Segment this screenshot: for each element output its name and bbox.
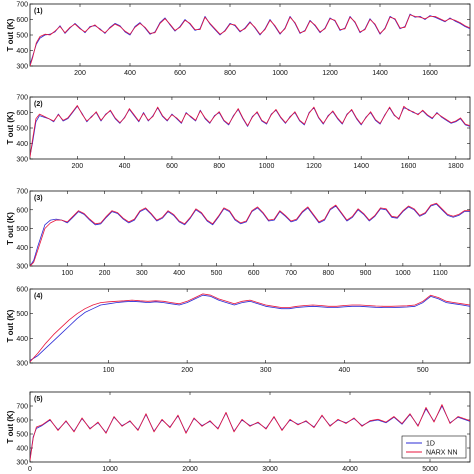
y-tick-label: 300 [16, 157, 28, 164]
x-tick-label: 1400 [372, 70, 388, 77]
x-tick-label: 1200 [322, 70, 338, 77]
x-tick-label: 200 [71, 163, 83, 170]
y-axis-label: T out (K) [6, 212, 15, 245]
y-tick-label: 700 [16, 404, 28, 411]
y-axis-label: T out (K) [6, 18, 15, 51]
x-tick-label: 900 [360, 270, 372, 277]
series-line-narx-nn [30, 202, 470, 266]
series-line-1d [30, 294, 470, 361]
x-tick-label: 200 [99, 270, 111, 277]
x-tick-label: 1000 [272, 70, 288, 77]
series-line-narx-nn [30, 293, 470, 363]
x-tick-label: 200 [181, 367, 193, 374]
y-tick-label: 500 [16, 33, 28, 40]
chart-panel-2: 300 400 500 600 700 200 400 600 800 1000 1200 1400 1… [6, 95, 471, 170]
y-tick-label: 500 [16, 432, 28, 439]
x-tick-label: 1000 [395, 270, 411, 277]
y-tick-label: 600 [16, 17, 28, 24]
plot-area [29, 3, 471, 67]
y-tick-label: 400 [16, 141, 28, 148]
x-tick-label: 1000 [259, 163, 275, 170]
x-tick-label: 3000 [262, 466, 278, 473]
x-tick-label: 800 [224, 70, 236, 77]
legend: 1D NARX NN [401, 435, 467, 459]
y-tick-label: 500 [16, 126, 28, 133]
x-tick-label: 1000 [102, 466, 118, 473]
x-tick-label: 0 [28, 466, 32, 473]
y-tick-label: 600 [16, 110, 28, 117]
y-tick-label: 600 [16, 418, 28, 425]
y-tick-label: 400 [16, 336, 28, 343]
series-line-1d [30, 203, 470, 266]
plot-area [29, 391, 471, 463]
x-tick-label: 300 [136, 270, 148, 277]
x-tick-label: 400 [119, 163, 131, 170]
y-tick-label: 400 [16, 245, 28, 252]
panel-label: (2) [34, 101, 43, 108]
x-tick-label: 200 [74, 70, 86, 77]
series-line-narx-nn [30, 404, 470, 461]
y-tick-label: 500 [16, 226, 28, 233]
series-group [30, 105, 470, 158]
x-tick-label: 1600 [401, 163, 417, 170]
series-group [30, 404, 470, 461]
panel-label: (4) [34, 293, 43, 300]
x-tick-label: 1200 [306, 163, 322, 170]
x-tick-label: 100 [103, 367, 115, 374]
y-tick-label: 400 [16, 446, 28, 453]
x-tick-label: 2000 [182, 466, 198, 473]
series-line-narx-nn [30, 14, 470, 66]
y-tick-label: 300 [16, 460, 28, 467]
series-line-narx-nn [30, 105, 470, 158]
x-tick-label: 400 [124, 70, 136, 77]
x-tick-label: 5000 [422, 466, 438, 473]
x-tick-label: 1800 [448, 163, 464, 170]
legend-entry: 1D [426, 441, 435, 448]
x-tick-label: 700 [285, 270, 297, 277]
y-tick-label: 600 [16, 207, 28, 214]
panel-label: (5) [34, 396, 43, 403]
x-tick-label: 4000 [342, 466, 358, 473]
x-tick-label: 600 [248, 270, 260, 277]
x-tick-label: 300 [260, 367, 272, 374]
x-tick-label: 1100 [433, 270, 448, 277]
legend-entry: NARX NN [426, 450, 458, 457]
x-tick-label: 600 [174, 70, 186, 77]
x-tick-label: 400 [173, 270, 185, 277]
x-tick-label: 100 [61, 270, 73, 277]
x-tick-label: 800 [322, 270, 334, 277]
series-group [30, 202, 470, 266]
panel-label: (1) [34, 8, 43, 15]
chart-panel-5: 300 400 500 600 700 0 1000 2000 3000 4000 5000 T ou… [6, 391, 471, 473]
series-group [30, 13, 470, 66]
y-tick-label: 300 [16, 264, 28, 271]
x-tick-label: 1400 [353, 163, 369, 170]
y-tick-label: 300 [16, 64, 28, 71]
y-tick-label: 700 [16, 189, 28, 196]
x-tick-label: 600 [166, 163, 178, 170]
y-tick-label: 400 [16, 48, 28, 55]
y-axis-label: T out (K) [6, 410, 15, 443]
x-tick-label: 800 [213, 163, 225, 170]
y-axis-label: T out (K) [6, 111, 15, 144]
panel-label: (3) [34, 195, 43, 202]
x-tick-label: 1600 [422, 70, 438, 77]
chart-panel-3: 300 400 500 600 700 100 200 300 400 500 600 700 800 9… [6, 189, 471, 277]
chart-panel-1: 300 400 500 600 700 200 400 600 800 1000 1200 1400 1… [6, 2, 471, 77]
y-tick-label: 500 [16, 311, 28, 318]
x-tick-label: 500 [417, 367, 429, 374]
y-tick-label: 700 [16, 95, 28, 102]
plot-area [29, 96, 471, 160]
y-tick-label: 300 [16, 361, 28, 368]
y-axis-label: T out (K) [6, 309, 15, 342]
y-tick-label: 600 [16, 287, 28, 294]
y-tick-label: 700 [16, 2, 28, 9]
plot-area [29, 190, 471, 267]
series-group [30, 293, 470, 363]
x-tick-label: 500 [211, 270, 223, 277]
x-tick-label: 400 [338, 367, 350, 374]
